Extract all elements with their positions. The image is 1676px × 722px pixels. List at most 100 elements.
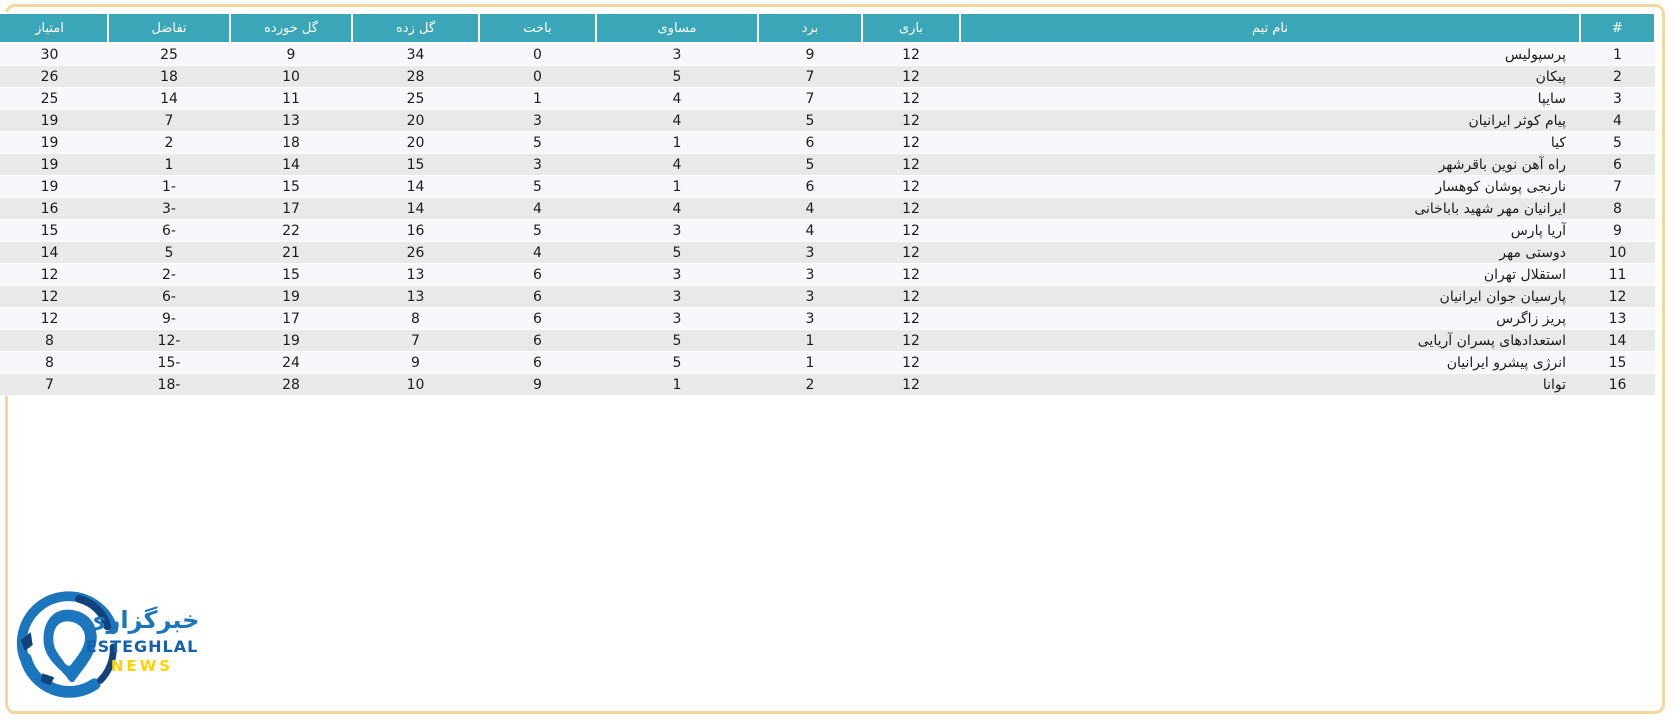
cell-played: 12	[862, 175, 960, 198]
cell-gd: -2	[108, 263, 230, 286]
cell-wins: 3	[758, 241, 862, 264]
cell-gf: 25	[352, 87, 479, 110]
esteghlal-news-logo[interactable]: خبرگزاری ESTEGHLAL NEWS	[14, 583, 204, 705]
cell-ga: 28	[230, 373, 352, 396]
cell-points: 16	[0, 197, 108, 220]
cell-gf: 26	[352, 241, 479, 264]
cell-losses: 5	[479, 175, 596, 198]
cell-ga: 14	[230, 153, 352, 176]
cell-played: 12	[862, 109, 960, 132]
cell-points: 7	[0, 373, 108, 396]
cell-rank: 11	[1580, 263, 1655, 286]
cell-played: 12	[862, 373, 960, 396]
table-row: 1 پرسپولیس 12 9 3 0 34 9 25 30	[0, 43, 1655, 66]
table-row: 6 راه آهن نوین باقرشهر 12 5 4 3 15 14 1 19	[0, 153, 1655, 176]
cell-gf: 15	[352, 153, 479, 176]
logo-text-block: خبرگزاری ESTEGHLAL NEWS	[82, 606, 202, 675]
cell-ga: 15	[230, 263, 352, 286]
cell-losses: 5	[479, 219, 596, 242]
cell-wins: 1	[758, 351, 862, 374]
cell-played: 12	[862, 219, 960, 242]
cell-gf: 9	[352, 351, 479, 374]
table-row: 11 استقلال تهران 12 3 3 6 13 15 -2 12	[0, 263, 1655, 286]
cell-points: 19	[0, 153, 108, 176]
cell-losses: 3	[479, 153, 596, 176]
table-row: 4 پیام کوثر ایرانیان 12 5 4 3 20 13 7 19	[0, 109, 1655, 132]
soccer-ball-icon	[16, 591, 119, 698]
cell-gf: 20	[352, 109, 479, 132]
cell-draws: 1	[596, 131, 758, 154]
cell-losses: 4	[479, 241, 596, 264]
cell-gd: 14	[108, 87, 230, 110]
cell-draws: 5	[596, 351, 758, 374]
cell-team: کیا	[960, 131, 1580, 154]
header-points: امتیاز	[0, 12, 109, 44]
table-row: 2 پیکان 12 7 5 0 28 10 18 26	[0, 65, 1655, 88]
cell-wins: 4	[758, 197, 862, 220]
cell-gd: -6	[108, 285, 230, 308]
cell-wins: 3	[758, 263, 862, 286]
cell-points: 19	[0, 175, 108, 198]
cell-draws: 3	[596, 285, 758, 308]
cell-played: 12	[862, 241, 960, 264]
header-gd: تفاضل	[107, 12, 231, 44]
cell-team: راه آهن نوین باقرشهر	[960, 153, 1580, 176]
cell-ga: 17	[230, 307, 352, 330]
cell-gf: 7	[352, 329, 479, 352]
cell-gd: 7	[108, 109, 230, 132]
table-row: 15 انرژی پیشرو ایرانیان 12 1 5 6 9 24 -15 8	[0, 351, 1655, 374]
cell-gf: 14	[352, 175, 479, 198]
cell-points: 14	[0, 241, 108, 264]
cell-wins: 4	[758, 219, 862, 242]
cell-losses: 0	[479, 43, 596, 66]
cell-rank: 13	[1580, 307, 1655, 330]
standings-table: # نام تیم بازی برد مساوی باخت گل زده گل خورده تف…	[0, 12, 1656, 396]
cell-rank: 7	[1580, 175, 1655, 198]
cell-points: 19	[0, 131, 108, 154]
cell-ga: 10	[230, 65, 352, 88]
cell-losses: 6	[479, 263, 596, 286]
cell-ga: 19	[230, 285, 352, 308]
cell-played: 12	[862, 87, 960, 110]
cell-rank: 12	[1580, 285, 1655, 308]
cell-ga: 13	[230, 109, 352, 132]
cell-ga: 19	[230, 329, 352, 352]
table-row: 14 استعدادهای پسران آریایی 12 1 5 6 7 19 -12 8	[0, 329, 1655, 352]
cell-losses: 1	[479, 87, 596, 110]
header-gf: گل زده	[351, 12, 480, 44]
header-draws: مساوی	[595, 12, 759, 44]
cell-gd: 5	[108, 241, 230, 264]
table-row: 13 پریز زاگرس 12 3 3 6 8 17 -9 12	[0, 307, 1655, 330]
cell-points: 30	[0, 43, 108, 66]
cell-played: 12	[862, 329, 960, 352]
cell-wins: 5	[758, 109, 862, 132]
table-row: 16 توانا 12 2 1 9 10 28 -18 7	[0, 373, 1655, 396]
cell-team: توانا	[960, 373, 1580, 396]
cell-wins: 6	[758, 175, 862, 198]
cell-draws: 4	[596, 109, 758, 132]
standings-body: 1 پرسپولیس 12 9 3 0 34 9 25 30 2 پیکان 12 7 5 0 28 10 18 26…	[0, 43, 1655, 396]
cell-gd: 1	[108, 153, 230, 176]
cell-gf: 10	[352, 373, 479, 396]
header-wins: برد	[757, 12, 863, 44]
cell-rank: 16	[1580, 373, 1655, 396]
table-row: 3 سایپا 12 7 4 1 25 11 14 25	[0, 87, 1655, 110]
header-losses: باخت	[478, 12, 597, 44]
table-row: 8 ایرانیان مهر شهید باباخانی 12 4 4 4 14 17 -3 16	[0, 197, 1655, 220]
cell-draws: 1	[596, 175, 758, 198]
table-row: 5 کیا 12 6 1 5 20 18 2 19	[0, 131, 1655, 154]
table-row: 10 دوستی مهر 12 3 5 4 26 21 5 14	[0, 241, 1655, 264]
cell-points: 12	[0, 285, 108, 308]
cell-rank: 1	[1580, 43, 1655, 66]
cell-gf: 8	[352, 307, 479, 330]
cell-team: آریا پارس	[960, 219, 1580, 242]
cell-gf: 13	[352, 263, 479, 286]
cell-ga: 18	[230, 131, 352, 154]
cell-gd: -6	[108, 219, 230, 242]
cell-points: 8	[0, 351, 108, 374]
cell-rank: 3	[1580, 87, 1655, 110]
cell-draws: 3	[596, 263, 758, 286]
cell-played: 12	[862, 197, 960, 220]
cell-played: 12	[862, 131, 960, 154]
cell-gd: 18	[108, 65, 230, 88]
